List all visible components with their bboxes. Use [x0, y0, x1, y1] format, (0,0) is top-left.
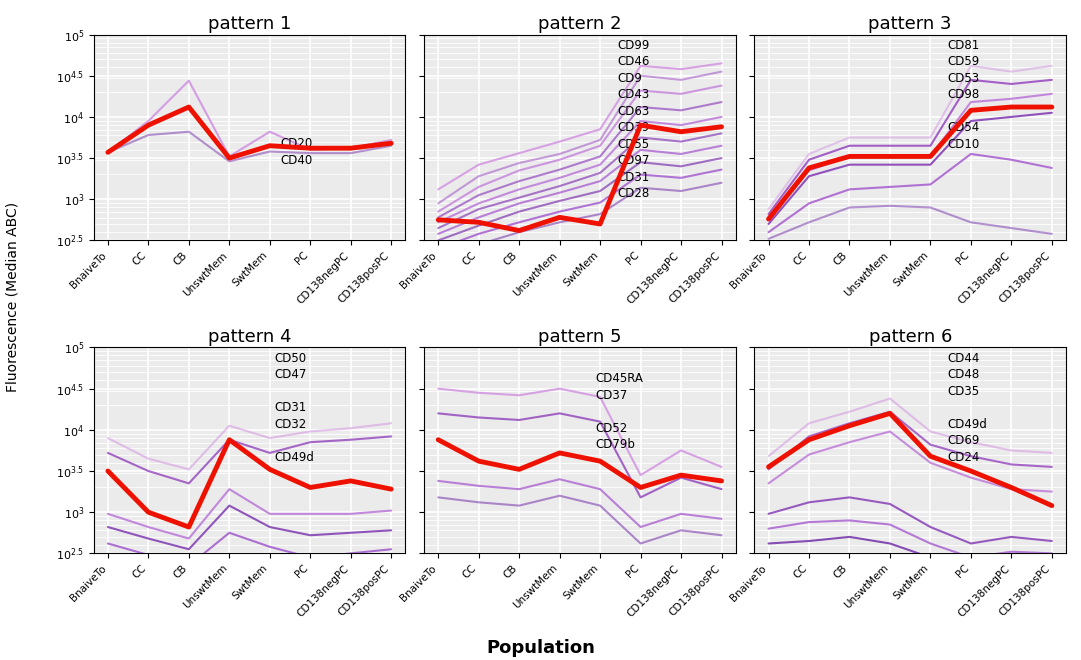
- Title: pattern 2: pattern 2: [538, 15, 622, 33]
- Text: Fluorescence (Median ABC): Fluorescence (Median ABC): [6, 202, 19, 392]
- Title: pattern 1: pattern 1: [208, 15, 291, 33]
- Text: CD50
CD47

CD31
CD32

CD49d: CD50 CD47 CD31 CD32 CD49d: [275, 352, 315, 463]
- Title: pattern 6: pattern 6: [868, 328, 952, 346]
- Title: pattern 5: pattern 5: [538, 328, 622, 346]
- Title: pattern 3: pattern 3: [868, 15, 952, 33]
- Text: CD20
CD40: CD20 CD40: [281, 137, 313, 167]
- Title: pattern 4: pattern 4: [208, 328, 291, 346]
- Text: CD45RA
CD37

CD52
CD79b: CD45RA CD37 CD52 CD79b: [596, 372, 643, 451]
- Text: CD99
CD46
CD9
CD43
CD63
CD39
CD55
CD97
CD31
CD28: CD99 CD46 CD9 CD43 CD63 CD39 CD55 CD97 C…: [617, 39, 650, 200]
- Text: CD81
CD59
CD53
CD98

CD54
CD10: CD81 CD59 CD53 CD98 CD54 CD10: [948, 39, 979, 150]
- Text: Population: Population: [486, 639, 595, 657]
- Text: CD44
CD48
CD35

CD49d
CD69
CD24: CD44 CD48 CD35 CD49d CD69 CD24: [948, 352, 987, 463]
